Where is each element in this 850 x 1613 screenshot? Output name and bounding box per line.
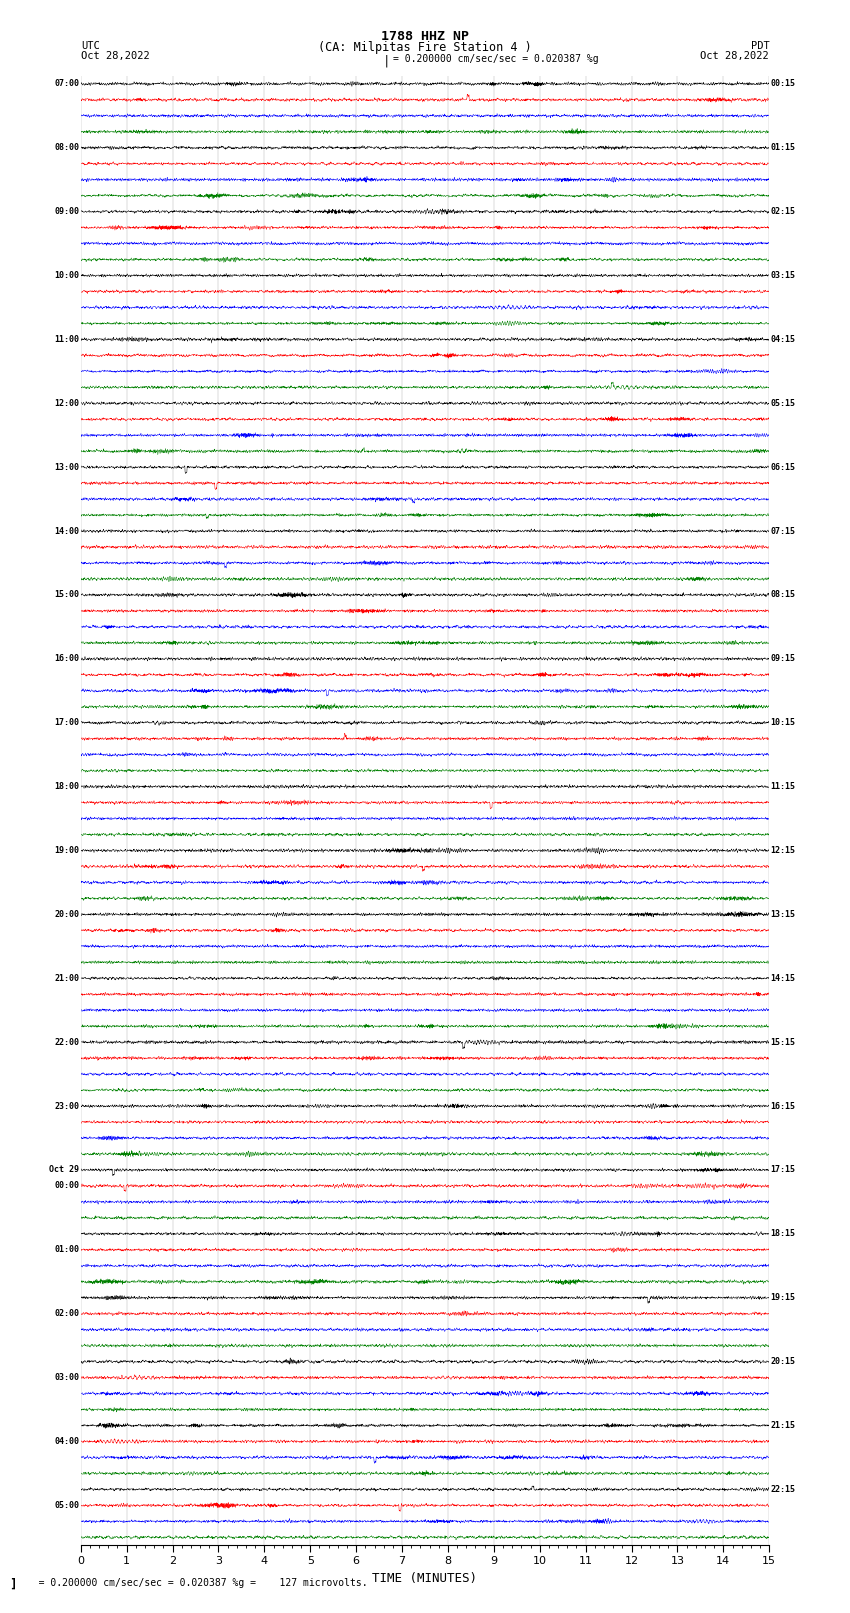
Text: 09:15: 09:15 — [771, 655, 796, 663]
Text: 22:15: 22:15 — [771, 1486, 796, 1494]
Text: 15:15: 15:15 — [771, 1037, 796, 1047]
Text: 12:00: 12:00 — [54, 398, 79, 408]
Text: 04:15: 04:15 — [771, 336, 796, 344]
Text: 11:00: 11:00 — [54, 336, 79, 344]
Text: 13:15: 13:15 — [771, 910, 796, 919]
Text: 17:15: 17:15 — [771, 1166, 796, 1174]
Text: Oct 28,2022: Oct 28,2022 — [700, 50, 769, 61]
Text: 08:15: 08:15 — [771, 590, 796, 600]
Text: Oct 28,2022: Oct 28,2022 — [81, 50, 150, 61]
Text: 02:00: 02:00 — [54, 1310, 79, 1318]
Text: 05:15: 05:15 — [771, 398, 796, 408]
Text: 14:00: 14:00 — [54, 526, 79, 536]
Text: 10:00: 10:00 — [54, 271, 79, 281]
Text: 17:00: 17:00 — [54, 718, 79, 727]
Text: 22:00: 22:00 — [54, 1037, 79, 1047]
Text: 01:15: 01:15 — [771, 144, 796, 152]
Text: 01:00: 01:00 — [54, 1245, 79, 1255]
Text: 16:15: 16:15 — [771, 1102, 796, 1110]
Text: 18:15: 18:15 — [771, 1229, 796, 1239]
Text: 05:00: 05:00 — [54, 1500, 79, 1510]
Text: = 0.200000 cm/sec/sec = 0.020387 %g: = 0.200000 cm/sec/sec = 0.020387 %g — [393, 53, 598, 65]
Text: 19:00: 19:00 — [54, 845, 79, 855]
Text: 20:00: 20:00 — [54, 910, 79, 919]
Text: (CA: Milpitas Fire Station 4 ): (CA: Milpitas Fire Station 4 ) — [318, 40, 532, 55]
Text: 02:15: 02:15 — [771, 206, 796, 216]
Text: 12:15: 12:15 — [771, 845, 796, 855]
Text: 18:00: 18:00 — [54, 782, 79, 790]
Text: 23:00: 23:00 — [54, 1102, 79, 1110]
Text: 21:15: 21:15 — [771, 1421, 796, 1431]
Text: ]: ] — [9, 1578, 16, 1590]
Text: UTC: UTC — [81, 40, 99, 52]
Text: 07:00: 07:00 — [54, 79, 79, 89]
Text: 10:15: 10:15 — [771, 718, 796, 727]
Text: 09:00: 09:00 — [54, 206, 79, 216]
Text: 1788 HHZ NP: 1788 HHZ NP — [381, 31, 469, 44]
Text: 11:15: 11:15 — [771, 782, 796, 790]
Text: 07:15: 07:15 — [771, 526, 796, 536]
Text: 04:00: 04:00 — [54, 1437, 79, 1445]
Text: 08:00: 08:00 — [54, 144, 79, 152]
Text: 03:00: 03:00 — [54, 1373, 79, 1382]
Text: 15:00: 15:00 — [54, 590, 79, 600]
Text: 00:00: 00:00 — [54, 1181, 79, 1190]
Text: 03:15: 03:15 — [771, 271, 796, 281]
Text: 19:15: 19:15 — [771, 1294, 796, 1302]
Text: 20:15: 20:15 — [771, 1357, 796, 1366]
Text: 16:00: 16:00 — [54, 655, 79, 663]
Text: Oct 29: Oct 29 — [49, 1166, 79, 1174]
Text: 00:15: 00:15 — [771, 79, 796, 89]
X-axis label: TIME (MINUTES): TIME (MINUTES) — [372, 1573, 478, 1586]
Text: 21:00: 21:00 — [54, 974, 79, 982]
Text: |: | — [383, 53, 390, 68]
Text: = 0.200000 cm/sec/sec = 0.020387 %g =    127 microvolts.: = 0.200000 cm/sec/sec = 0.020387 %g = 12… — [21, 1578, 368, 1587]
Text: 06:15: 06:15 — [771, 463, 796, 471]
Text: 13:00: 13:00 — [54, 463, 79, 471]
Text: PDT: PDT — [751, 40, 769, 52]
Text: 14:15: 14:15 — [771, 974, 796, 982]
